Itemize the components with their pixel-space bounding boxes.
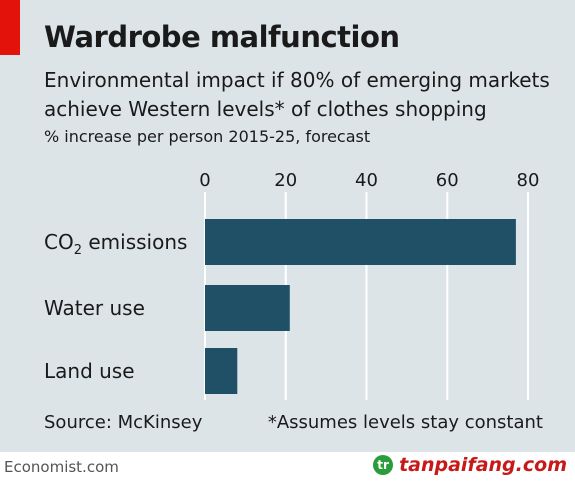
watermark: tr tanpaifang.com	[373, 454, 567, 476]
category-label: Land use	[44, 359, 135, 383]
watermark-text: tanpaifang.com	[399, 454, 567, 476]
source-note: Source: McKinsey	[44, 412, 203, 433]
bar	[205, 348, 238, 394]
chart-subtitle: Environmental impact if 80% of emerging …	[44, 68, 550, 121]
chart-unit: % increase per person 2015-25, forecast	[44, 127, 371, 146]
x-tick-label: 60	[436, 170, 459, 191]
x-tick-label: 20	[274, 170, 297, 191]
bar-chart: 0 20 40 60 80 CO2 emissions Water use Land use	[44, 170, 540, 400]
brand-label: Economist.com	[4, 458, 119, 476]
category-label: CO2 emissions	[44, 230, 187, 258]
footnote: *Assumes levels stay constant	[267, 412, 543, 433]
x-tick-label: 40	[355, 170, 378, 191]
accent-bar	[0, 0, 20, 55]
bar	[205, 285, 290, 331]
x-tick-label: 80	[517, 170, 540, 191]
bar	[205, 219, 516, 265]
chart-title: Wardrobe malfunction	[44, 20, 400, 54]
category-label: Water use	[44, 296, 145, 320]
watermark-logo-icon: tr	[373, 455, 394, 475]
chart-card: Wardrobe malfunction Environmental impac…	[0, 0, 575, 452]
x-tick-label: 0	[199, 170, 210, 191]
